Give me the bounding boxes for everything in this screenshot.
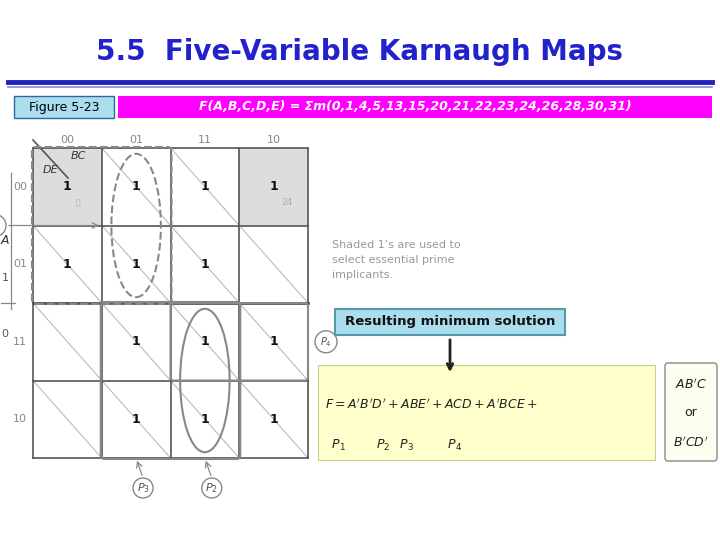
- Text: Resulting minimum solution: Resulting minimum solution: [345, 315, 555, 328]
- Text: 1: 1: [269, 335, 278, 348]
- Text: 1: 1: [1, 273, 9, 283]
- Text: 1: 1: [200, 180, 210, 193]
- Text: 24: 24: [282, 198, 293, 207]
- Text: 1: 1: [269, 413, 278, 426]
- Text: $AB'C$: $AB'C$: [675, 378, 707, 392]
- Text: 1: 1: [63, 180, 72, 193]
- Bar: [33, 148, 102, 226]
- Text: 00: 00: [60, 135, 74, 145]
- Text: or: or: [685, 407, 698, 420]
- Text: 01: 01: [129, 135, 143, 145]
- Text: 10: 10: [266, 135, 281, 145]
- FancyBboxPatch shape: [665, 363, 717, 461]
- Text: 11: 11: [198, 135, 212, 145]
- Text: $P_3$: $P_3$: [137, 481, 150, 495]
- Text: F(A,B,C,D,E) = Σm(0,1,4,5,13,15,20,21,22,23,24,26,28,30,31): F(A,B,C,D,E) = Σm(0,1,4,5,13,15,20,21,22…: [199, 100, 631, 113]
- Text: BC: BC: [71, 151, 86, 161]
- Text: 5.5  Five-Variable Karnaugh Maps: 5.5 Five-Variable Karnaugh Maps: [96, 38, 624, 66]
- FancyBboxPatch shape: [318, 365, 655, 460]
- Text: 11: 11: [13, 337, 27, 347]
- Text: $\;\;P_1 \qquad\;\; P_2 \;\;\; P_3 \qquad\;\;\; P_4$: $\;\;P_1 \qquad\;\; P_2 \;\;\; P_3 \qqua…: [325, 437, 462, 453]
- Text: 1: 1: [132, 335, 140, 348]
- Text: 01: 01: [13, 259, 27, 269]
- Text: }: }: [657, 379, 701, 445]
- Bar: [239, 148, 308, 226]
- Text: 1: 1: [132, 180, 140, 193]
- FancyBboxPatch shape: [335, 309, 565, 335]
- Text: $B'CD'$: $B'CD'$: [673, 436, 709, 450]
- Text: 1: 1: [269, 180, 278, 193]
- Text: $F = A' B' D'+ABE'+ACD + A' BCE +$: $F = A' B' D'+ABE'+ACD + A' BCE +$: [325, 398, 538, 412]
- Text: 1: 1: [63, 258, 72, 271]
- Text: $P_1$: $P_1$: [0, 219, 1, 232]
- Text: Shaded 1’s are used to
select essential prime
implicants.: Shaded 1’s are used to select essential …: [332, 240, 461, 280]
- Text: 0: 0: [75, 199, 81, 209]
- Text: 1: 1: [132, 258, 140, 271]
- Text: 0: 0: [1, 329, 9, 339]
- Text: 1: 1: [132, 413, 140, 426]
- Text: 00: 00: [13, 182, 27, 192]
- Text: $P_2$: $P_2$: [205, 481, 218, 495]
- Text: 1: 1: [200, 413, 210, 426]
- Text: 10: 10: [13, 414, 27, 424]
- FancyBboxPatch shape: [14, 96, 114, 118]
- Text: 1: 1: [200, 335, 210, 348]
- Text: A: A: [1, 234, 9, 247]
- Text: Figure 5-23: Figure 5-23: [29, 100, 99, 113]
- Text: 1: 1: [200, 258, 210, 271]
- FancyBboxPatch shape: [118, 96, 712, 118]
- Text: DE: DE: [43, 165, 58, 175]
- Text: $P_4$: $P_4$: [320, 335, 332, 349]
